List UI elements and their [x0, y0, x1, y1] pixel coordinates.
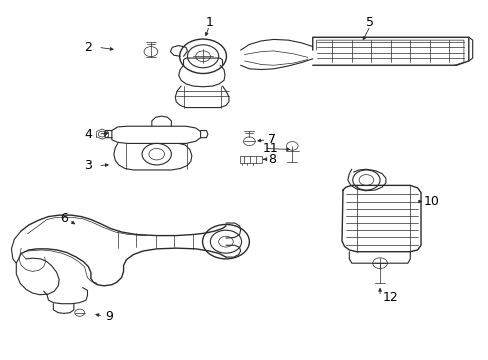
Text: 12: 12 [382, 291, 398, 304]
Text: 6: 6 [60, 212, 68, 225]
Text: 9: 9 [105, 310, 113, 324]
Text: 8: 8 [267, 153, 275, 166]
Text: 1: 1 [205, 16, 213, 29]
Text: 3: 3 [84, 159, 92, 172]
Text: 10: 10 [423, 195, 439, 208]
FancyBboxPatch shape [239, 156, 261, 163]
Text: 2: 2 [84, 41, 92, 54]
Text: 5: 5 [366, 16, 373, 29]
Text: 4: 4 [84, 127, 92, 141]
Text: 7: 7 [267, 133, 275, 146]
Text: 11: 11 [263, 142, 278, 155]
